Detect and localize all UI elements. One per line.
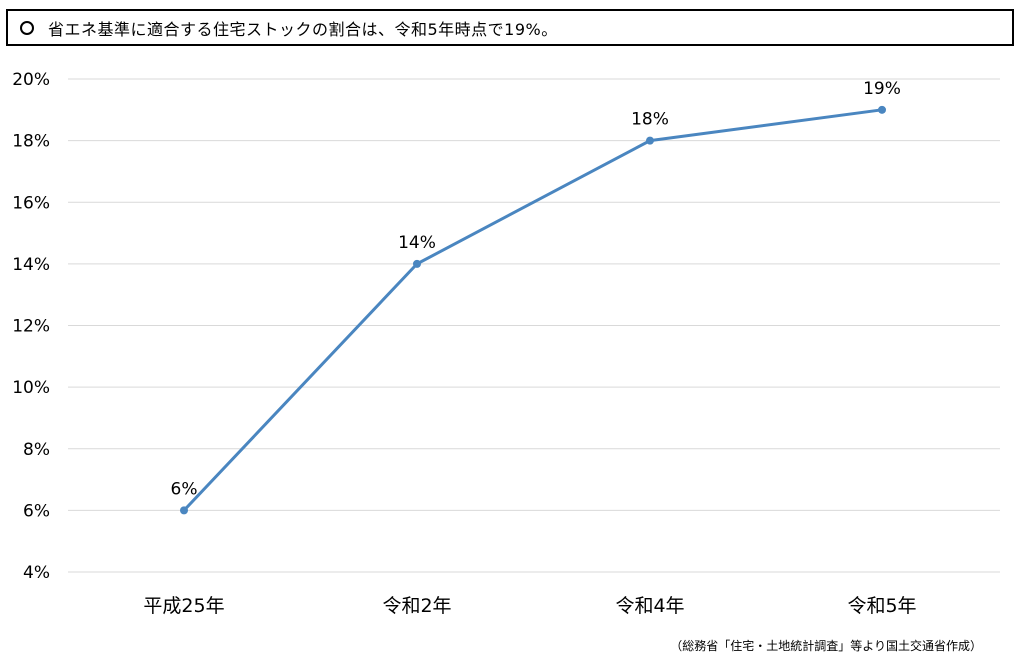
headline-box: 省エネ基準に適合する住宅ストックの割合は、令和5年時点で19%。 [6, 9, 1014, 46]
y-tick-label: 12% [12, 317, 50, 337]
y-tick-label: 4% [23, 563, 50, 583]
data-label: 14% [398, 233, 436, 253]
x-tick-label: 令和2年 [382, 595, 451, 617]
circle-outline-icon [20, 20, 34, 35]
data-point [413, 259, 421, 268]
y-tick-label: 18% [12, 132, 50, 152]
y-tick-label: 10% [12, 378, 50, 398]
series-line [182, 108, 884, 512]
y-tick-label: 14% [12, 255, 50, 275]
y-tick-label: 8% [23, 440, 50, 460]
x-tick-label: 令和4年 [615, 595, 684, 617]
y-tick-label: 6% [23, 501, 50, 521]
x-tick-label: 平成25年 [143, 595, 224, 617]
data-point [878, 105, 886, 114]
data-label: 19% [863, 79, 901, 99]
y-tick-label: 20% [12, 70, 50, 90]
data-label: 18% [631, 110, 669, 130]
y-tick-label: 16% [12, 193, 50, 213]
data-label: 6% [171, 479, 198, 499]
headline-text: 省エネ基準に適合する住宅ストックの割合は、令和5年時点で19%。 [48, 19, 558, 39]
data-point [646, 136, 654, 145]
x-tick-label: 令和5年 [847, 595, 916, 617]
source-note: （総務省「住宅・土地統計調査」等より国土交通省作成） [670, 639, 982, 653]
data-point [180, 506, 188, 515]
